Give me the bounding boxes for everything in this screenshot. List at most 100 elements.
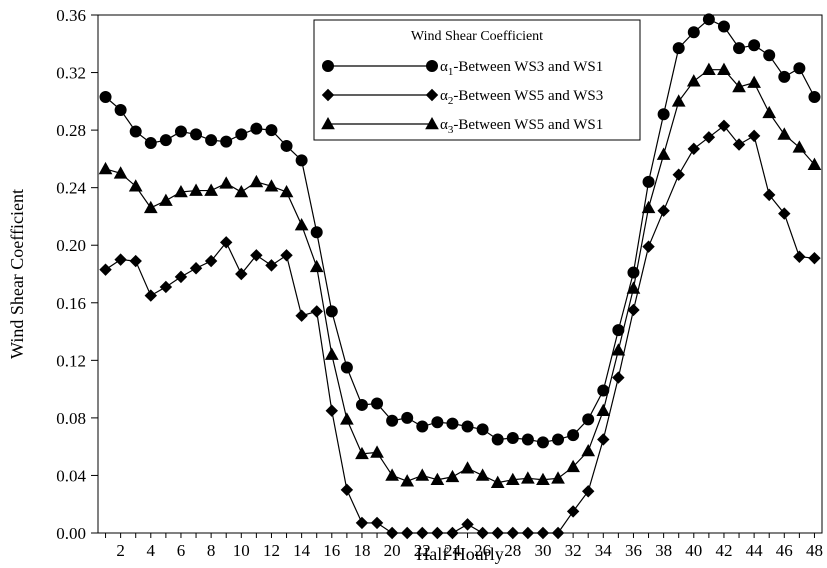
series-3-point [385, 468, 399, 481]
series-1-point [401, 411, 414, 424]
series-2-point [566, 505, 580, 518]
series-1-point [808, 91, 821, 104]
y-tick-label: 0.00 [56, 524, 86, 543]
x-tick-label: 38 [655, 541, 672, 560]
series-3-point [702, 62, 716, 75]
series-3-point [279, 184, 294, 198]
legend-label: α3-Between WS5 and WS1 [440, 117, 603, 136]
x-tick-label: 44 [746, 541, 764, 560]
x-tick-label: 48 [806, 541, 823, 560]
series-2-point [204, 254, 218, 268]
x-tick-label: 14 [293, 541, 311, 560]
series-3-point [309, 259, 324, 273]
series-3-point [505, 472, 520, 486]
series-3-point [264, 179, 279, 192]
y-tick-label: 0.20 [56, 236, 86, 255]
series-3-point [641, 200, 656, 214]
series-1-point [144, 137, 157, 150]
series-1-point [536, 436, 549, 449]
legend-entry-2: α2-Between WS5 and WS3 [321, 88, 603, 107]
series-3-point [792, 140, 807, 153]
series-3-point [370, 445, 384, 458]
series-1-point [220, 135, 233, 148]
series-2-point [129, 254, 142, 268]
series-1 [99, 13, 821, 449]
series-1-point [114, 103, 127, 116]
plot-frame [97, 14, 823, 534]
series-2-point [627, 303, 640, 317]
legend-entry-3: α3-Between WS5 and WS1 [321, 116, 603, 136]
series-2-point [401, 526, 414, 540]
legend-box [313, 19, 641, 141]
series-2-point [250, 249, 263, 262]
series-3-point [777, 127, 792, 140]
series-1-point [672, 42, 685, 55]
series-3-point [340, 412, 354, 425]
series-1-point [476, 423, 489, 436]
series-1-point [733, 42, 746, 55]
y-tick-label: 0.24 [56, 179, 86, 198]
x-axis-title: Half Hourly [416, 544, 503, 564]
series-2-point [159, 280, 173, 294]
x-tick-label: 34 [595, 541, 613, 560]
series-2-point [235, 267, 248, 281]
x-tick-label: 36 [625, 541, 642, 560]
series-1-point [491, 433, 504, 446]
series-1-point [582, 413, 595, 426]
series-3-point [460, 461, 475, 474]
series-2-point [325, 404, 338, 417]
x-tick-label: 42 [715, 541, 732, 560]
series-1-point [310, 226, 323, 239]
series-3-point [551, 471, 565, 484]
series-2-point [174, 270, 188, 284]
series-3-point [143, 200, 158, 214]
series-3-point [762, 105, 777, 119]
series-2-point [687, 142, 700, 156]
x-tick-label: 2 [116, 541, 125, 560]
series-2-point [672, 168, 685, 181]
legend-swatch-marker [425, 116, 439, 130]
y-tick-label: 0.32 [56, 64, 86, 83]
x-tick-label: 12 [263, 541, 280, 560]
x-tick-label: 40 [685, 541, 702, 560]
series-1-point [431, 416, 444, 429]
series-2-point [220, 236, 233, 249]
series-1-point [265, 124, 278, 137]
series-2-point [506, 526, 519, 540]
series-3-point [159, 193, 173, 206]
series-2-point [747, 129, 761, 143]
series-1-point [340, 361, 353, 374]
series-1-point [687, 26, 700, 39]
x-tick-label: 32 [565, 541, 582, 560]
series-group [98, 13, 822, 540]
series-1-point [386, 414, 399, 427]
series-1-point [99, 91, 112, 104]
series-3-point [581, 443, 596, 457]
x-tick-label: 20 [384, 541, 401, 560]
series-2-point [265, 259, 278, 272]
x-tick-label: 10 [233, 541, 250, 560]
series-2-point [340, 483, 354, 497]
x-tick-label: 22 [414, 541, 431, 560]
series-1-point [552, 433, 565, 446]
series-3-point [717, 62, 731, 75]
series-2-point [355, 516, 369, 530]
series-3-point [490, 475, 505, 488]
series-2-point [702, 131, 716, 144]
series-2-point [732, 138, 746, 151]
series-1-point [793, 62, 806, 75]
x-tick-label: 16 [323, 541, 340, 560]
series-2-point [370, 516, 384, 530]
series-3-point [611, 343, 626, 356]
series-2-point [763, 188, 776, 202]
series-2-point [793, 250, 806, 263]
series-1-point [657, 108, 670, 121]
series-3-point [415, 468, 430, 481]
y-tick-label: 0.12 [56, 351, 86, 370]
y-tick-label: 0.28 [56, 121, 86, 140]
series-1-point [325, 305, 338, 318]
series-3-point [294, 218, 309, 231]
legend-title: Wind Shear Coefficient [411, 29, 543, 44]
series-2-point [642, 240, 655, 253]
series-3-point [324, 347, 339, 360]
